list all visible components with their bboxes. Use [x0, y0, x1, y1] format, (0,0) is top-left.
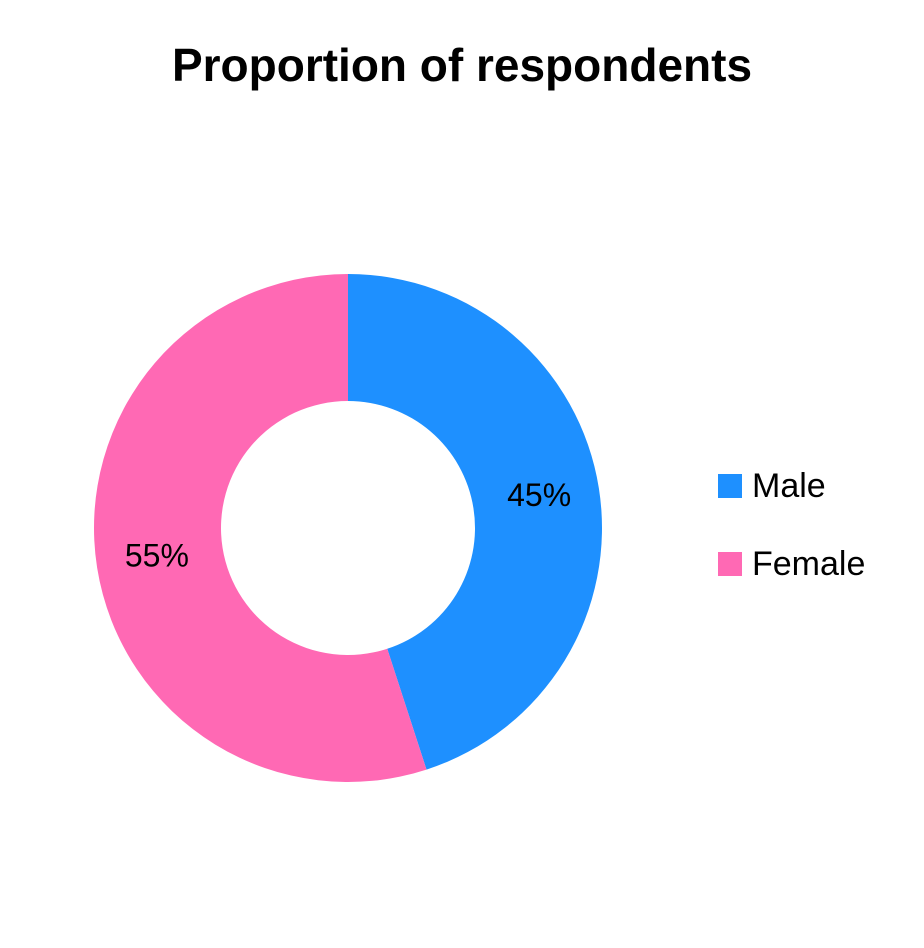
slice-female[interactable]	[93, 274, 427, 783]
legend-item-male[interactable]: Male	[718, 466, 865, 506]
slice-label-male: 45%	[507, 477, 571, 513]
legend-label-male: Male	[752, 466, 826, 505]
slice-male[interactable]	[348, 274, 602, 770]
labels-group: 45% 55%	[125, 477, 571, 574]
slices-group	[93, 274, 602, 783]
legend-item-female[interactable]: Female	[718, 544, 865, 584]
legend-label-female: Female	[752, 544, 866, 583]
chart-title: Proportion of respondents	[171, 39, 753, 91]
legend-swatch-female	[718, 552, 742, 576]
slice-label-female: 55%	[125, 538, 189, 574]
legend-swatch-male	[718, 474, 742, 498]
legend: Male Female	[718, 466, 865, 622]
